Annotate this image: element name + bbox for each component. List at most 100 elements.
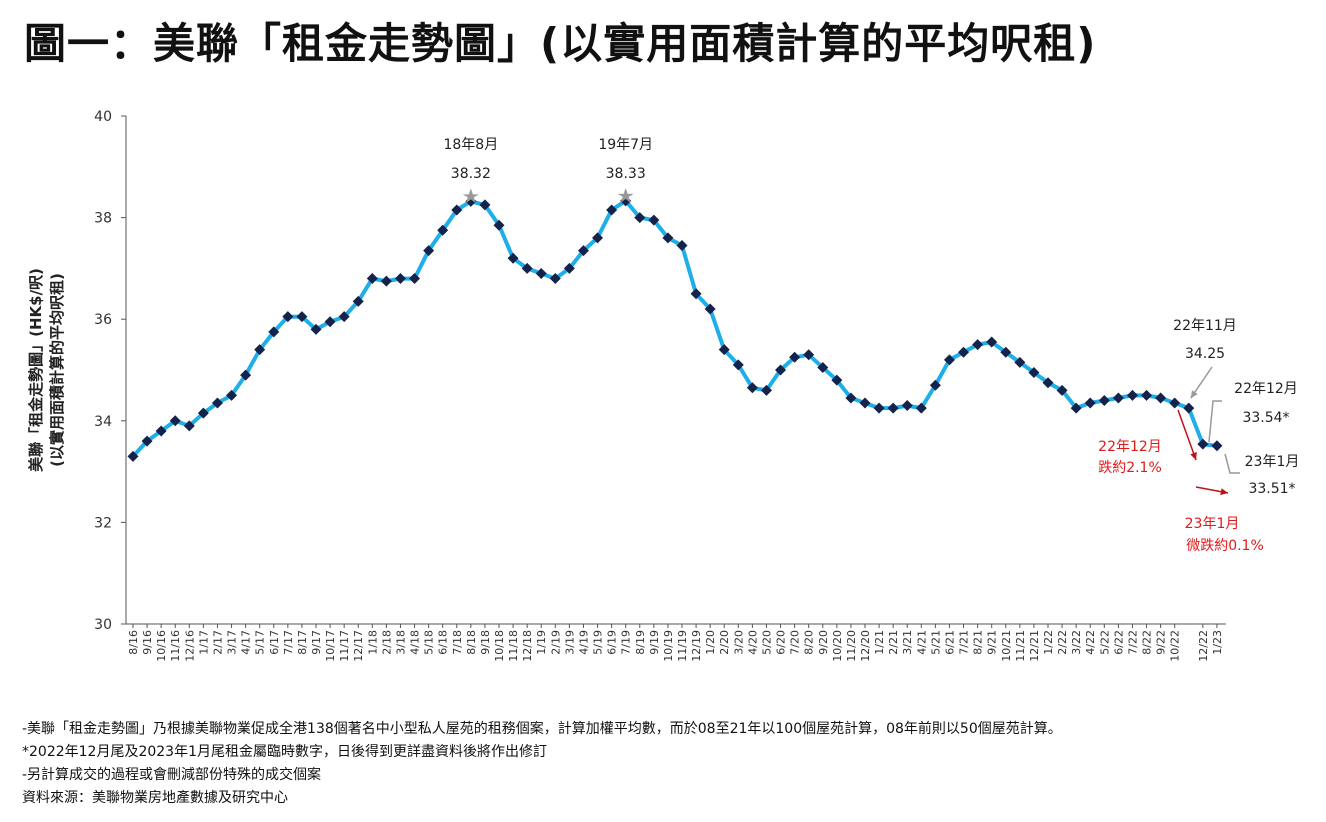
- data-point: [1141, 389, 1153, 401]
- data-point: [803, 349, 815, 361]
- data-point: [423, 245, 435, 257]
- y-tick-labels: 30 32 34 36 38 40: [94, 109, 112, 633]
- x-tick-label: 2/17: [211, 630, 224, 655]
- annotation-text: 19年7月: [598, 137, 653, 153]
- x-tick-label: 9/18: [479, 630, 492, 655]
- data-point: [1098, 394, 1110, 406]
- x-tick-label: 1/17: [197, 630, 210, 655]
- x-tick-label: 3/18: [394, 630, 407, 655]
- x-tick-label: 6/20: [775, 630, 788, 655]
- page-title: 圖一：美聯「租金走勢圖」(以實用面積計算的平均呎租): [24, 19, 1097, 68]
- data-point: [1112, 392, 1124, 404]
- data-point: [141, 435, 153, 447]
- x-tick-label: 9/16: [141, 630, 154, 655]
- annotation-text: 跌約2.1%: [1098, 460, 1162, 476]
- footnotes: -美聯「租金走勢圖」乃根據美聯物業促成全港138個著名中小型私人屋苑的租務個案，…: [22, 718, 1062, 810]
- data-point: [958, 346, 970, 358]
- data-point: [676, 240, 688, 252]
- x-tick-label: 8/20: [803, 630, 816, 655]
- data-point: [268, 326, 280, 338]
- x-tick-label: 1/18: [366, 630, 379, 655]
- series-line: [131, 198, 1218, 458]
- drop-arrow-head: [1220, 488, 1228, 496]
- data-point: [1070, 402, 1082, 414]
- data-point: [577, 245, 589, 257]
- x-tick-label: 11/19: [676, 630, 689, 662]
- data-point: [240, 369, 252, 381]
- data-point: [394, 273, 406, 285]
- x-tick-label: 4/20: [746, 630, 759, 655]
- data-point: [1014, 356, 1026, 368]
- data-point: [1042, 377, 1054, 389]
- data-point: [324, 316, 336, 328]
- callout-bracket: [1224, 453, 1240, 474]
- y-tick-label: 40: [94, 109, 112, 125]
- data-point: [1028, 367, 1040, 379]
- data-point: [1197, 438, 1209, 450]
- annotation-text: 33.51*: [1248, 481, 1295, 497]
- data-point: [859, 397, 871, 409]
- data-point: [409, 273, 421, 285]
- data-point: [282, 311, 294, 323]
- data-point: [986, 336, 998, 348]
- annotation-text: 22年11月: [1173, 318, 1237, 334]
- data-point: [746, 382, 758, 394]
- x-tick-label: 4/22: [1084, 630, 1097, 655]
- data-point: [451, 204, 463, 216]
- annotation-text: 18年8月: [443, 137, 498, 153]
- y-tick-label: 38: [94, 211, 112, 227]
- x-tick-label: 3/19: [563, 630, 576, 655]
- data-point: [169, 415, 181, 427]
- x-tick-label: 7/19: [620, 630, 633, 655]
- x-tick-label: 12/22: [1197, 630, 1210, 662]
- x-tick-label: 10/21: [1000, 630, 1013, 662]
- data-point: [732, 359, 744, 371]
- data-point: [1183, 402, 1195, 414]
- peak-star-marker: [462, 188, 479, 204]
- data-point: [873, 402, 885, 414]
- x-tick-label: 12/21: [1028, 630, 1041, 662]
- x-tick-label: 10/20: [831, 630, 844, 662]
- data-point: [254, 344, 266, 356]
- data-point: [155, 425, 167, 437]
- data-point: [521, 262, 533, 274]
- data-point: [1211, 440, 1223, 452]
- x-tick-label: 6/17: [268, 630, 281, 655]
- x-tick-label: 1/23: [1211, 630, 1224, 655]
- x-tick-label: 7/18: [451, 630, 464, 655]
- x-tick-label: 9/21: [986, 630, 999, 655]
- data-point: [817, 361, 829, 373]
- data-point: [352, 295, 364, 307]
- x-tick-label: 1/19: [535, 630, 548, 655]
- x-tick-label: 3/22: [1070, 630, 1083, 655]
- data-point: [1169, 397, 1181, 409]
- drop-arrow-head: [1190, 452, 1197, 460]
- x-tick-label: 12/16: [183, 630, 196, 662]
- x-tick-label: 8/17: [296, 630, 309, 655]
- data-point: [943, 354, 955, 366]
- data-point: [310, 323, 322, 335]
- x-tick-label: 4/17: [240, 630, 253, 655]
- data-point: [718, 344, 730, 356]
- y-axis-label: 美聯「租金走勢圖」(HK$/呎): [27, 268, 45, 472]
- x-tick-label: 12/19: [690, 630, 703, 662]
- annotation-text: 23年1月: [1185, 516, 1240, 532]
- data-point: [127, 450, 139, 462]
- x-tick-label: 11/18: [507, 630, 520, 662]
- data-point: [1084, 397, 1096, 409]
- x-tick-label: 5/19: [592, 630, 605, 655]
- data-point: [592, 232, 604, 244]
- x-tick-label: 10/19: [662, 630, 675, 662]
- data-point: [211, 397, 223, 409]
- y-tick-label: 32: [94, 515, 112, 531]
- x-tick-label: 10/16: [155, 630, 168, 662]
- x-tick-label: 8/21: [972, 630, 985, 655]
- data-point: [929, 379, 941, 391]
- drop-arrow: [1177, 409, 1197, 461]
- footnote-2: *2022年12月尾及2023年1月尾租金屬臨時數字，日後得到更詳盡資料後將作出…: [22, 744, 547, 760]
- annotation-text: 38.33: [606, 166, 646, 182]
- x-tick-label: 10/22: [1169, 630, 1182, 662]
- x-tick-label: 1/20: [704, 630, 717, 655]
- x-tick-label: 9/17: [310, 630, 323, 655]
- annotations: 18年8月 38.32 19年7月 38.33 22年11月 34.25 22年12月 33.…: [443, 137, 1299, 554]
